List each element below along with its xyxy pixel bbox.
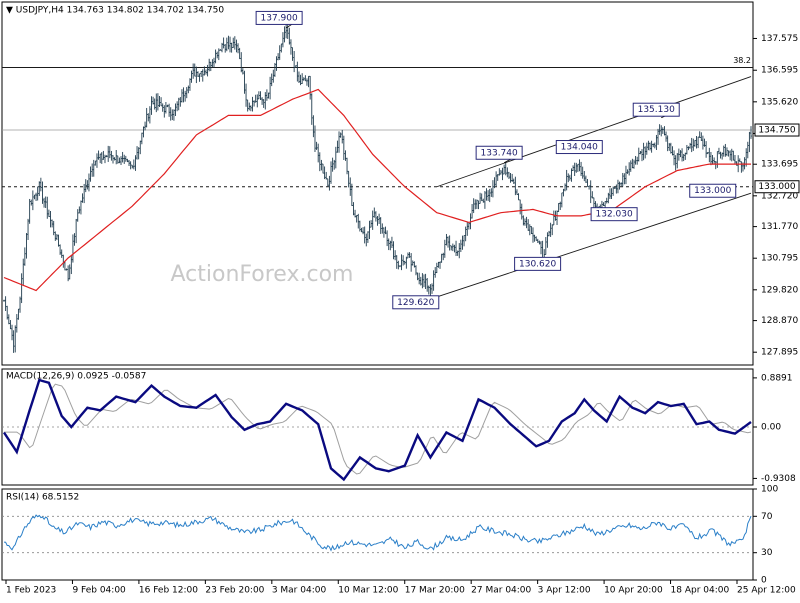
annotation-label: 137.900 bbox=[261, 13, 298, 23]
rsi-header: RSI(14) 68.5152 bbox=[6, 493, 79, 503]
price-y-tick-label: 132.720 bbox=[761, 191, 798, 201]
macd-y-tick-label: 0.00 bbox=[761, 423, 781, 433]
chart-header: ▼ USDJPY,H4 134.763 134.802 134.702 134.… bbox=[6, 6, 224, 16]
fibonacci-level-label: 38.2 bbox=[733, 56, 751, 65]
x-tick-label: 18 Apr 04:00 bbox=[671, 586, 730, 596]
annotation-box bbox=[255, 10, 303, 25]
current-price-label: 134.750 bbox=[758, 126, 795, 136]
price-y-tick-label: 130.795 bbox=[761, 254, 798, 264]
x-tick-label: 25 Apr 12:00 bbox=[737, 586, 796, 596]
x-tick-label: 3 Apr 12:00 bbox=[538, 586, 591, 596]
price-y-tick-label: 133.695 bbox=[761, 160, 798, 170]
macd-main-line bbox=[2, 378, 752, 482]
price-y-tick-label: 127.895 bbox=[761, 348, 798, 358]
x-tick-label: 9 Feb 04:00 bbox=[72, 586, 126, 596]
price-panel bbox=[1, 1, 754, 366]
moving-average-line bbox=[3, 88, 751, 292]
x-tick-label: 27 Mar 04:00 bbox=[471, 586, 531, 596]
price-y-tick-label: 128.870 bbox=[761, 316, 798, 326]
price-y-tick-label: 135.620 bbox=[761, 97, 798, 107]
annotation-box bbox=[514, 256, 562, 271]
annotation-label: 130.620 bbox=[519, 259, 556, 269]
annotation-label: 129.620 bbox=[397, 298, 434, 308]
annotation-label: 134.040 bbox=[561, 143, 598, 153]
annotation-box bbox=[590, 207, 638, 222]
rsi-y-tick-label: 30 bbox=[761, 548, 773, 558]
annotation-box bbox=[555, 140, 603, 155]
x-tick-label: 16 Feb 12:00 bbox=[139, 586, 198, 596]
rsi-y-tick-label: 70 bbox=[761, 512, 773, 522]
annotation-label: 135.130 bbox=[638, 105, 675, 115]
annotation-box bbox=[632, 102, 680, 117]
macd-header: MACD(12,26,9) 0.0925 -0.0587 bbox=[6, 372, 146, 382]
annotation-box bbox=[689, 183, 737, 198]
x-tick-label: 10 Apr 20:00 bbox=[604, 586, 663, 596]
rsi-y-tick-label: 0 bbox=[761, 576, 767, 586]
annotation-label: 133.000 bbox=[694, 186, 731, 196]
watermark-text: ActionForex.com bbox=[171, 262, 354, 287]
x-tick-label: 17 Mar 20:00 bbox=[405, 586, 465, 596]
x-tick-label: 1 Feb 2023 bbox=[6, 586, 56, 596]
rsi-y-tick-label: 100 bbox=[761, 485, 778, 495]
macd-y-tick-label: -0.9308 bbox=[761, 474, 796, 484]
support-level-axis-label: 133.000 bbox=[758, 182, 795, 192]
price-y-tick-label: 131.770 bbox=[761, 222, 798, 232]
annotation-label: 133.740 bbox=[481, 148, 518, 158]
rsi-line bbox=[3, 514, 752, 552]
x-tick-label: 3 Mar 04:00 bbox=[272, 586, 327, 596]
price-y-tick-label: 137.575 bbox=[761, 34, 798, 44]
annotation-label: 132.030 bbox=[596, 210, 633, 220]
channel-upper-line bbox=[436, 76, 752, 188]
price-y-tick-label: 136.595 bbox=[761, 66, 798, 76]
annotation-box bbox=[475, 145, 523, 160]
macd-y-tick-label: 0.8891 bbox=[761, 373, 793, 383]
rsi-panel bbox=[1, 488, 754, 581]
price-y-tick-label: 129.820 bbox=[761, 285, 798, 295]
x-tick-label: 10 Mar 12:00 bbox=[338, 586, 398, 596]
annotation-box bbox=[392, 295, 440, 310]
support-level-box bbox=[754, 180, 800, 194]
channel-lower-line bbox=[436, 192, 752, 298]
x-tick-label: 23 Feb 20:00 bbox=[205, 586, 264, 596]
current-price-box bbox=[754, 123, 800, 137]
